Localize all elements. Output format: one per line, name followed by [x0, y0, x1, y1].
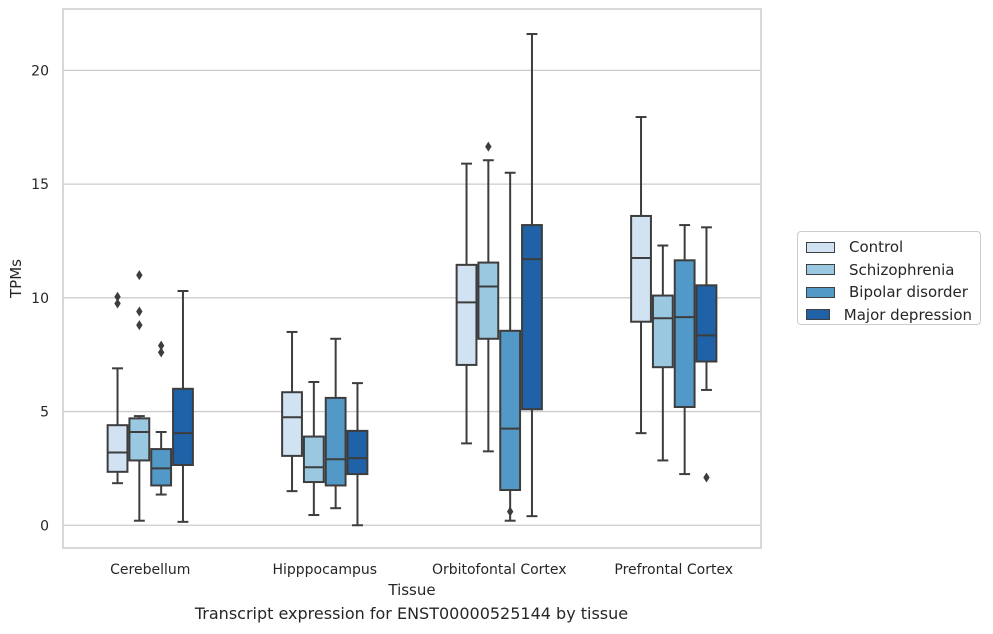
- outlier-point: [157, 347, 165, 358]
- x-tick-label: Prefrontal Cortex: [614, 562, 733, 578]
- box-iqr: [673, 259, 696, 408]
- legend: Control Schizophrenia Bipolar disorder Majo…: [797, 231, 981, 325]
- legend-item: Control: [806, 236, 972, 259]
- box-iqr: [651, 294, 674, 369]
- box-0-3: [172, 290, 194, 523]
- box-1-3: [346, 382, 369, 527]
- x-tick-label: Orbitofontal Cortex: [432, 562, 567, 578]
- y-tick-label: 15: [31, 177, 49, 193]
- plot-frame: [62, 8, 762, 549]
- outlier-point: [114, 298, 121, 309]
- box-0-2: [150, 340, 173, 496]
- legend-item: Major depression: [806, 304, 972, 327]
- box-3-3: [695, 226, 718, 483]
- box-2-0: [455, 162, 478, 445]
- outlier-point: [157, 340, 165, 351]
- box-3-2: [673, 224, 696, 476]
- box-2-3: [521, 33, 543, 518]
- legend-item: Bipolar disorder: [806, 281, 972, 304]
- legend-swatch: [806, 286, 835, 298]
- box-2-1: [477, 141, 500, 453]
- box-iqr: [172, 387, 194, 466]
- outlier-point: [136, 270, 143, 281]
- box-0-0: [106, 291, 129, 485]
- box-1-1: [302, 380, 325, 517]
- legend-label: Major depression: [843, 305, 972, 324]
- box-1-0: [281, 330, 303, 493]
- legend-swatch: [806, 241, 835, 253]
- x-tick-label: Hipppocampus: [272, 562, 377, 578]
- box-3-0: [630, 116, 652, 435]
- legend-swatch: [806, 309, 830, 321]
- outlier-point: [506, 506, 514, 517]
- box-1-2: [324, 337, 347, 510]
- legend-label: Control: [849, 238, 904, 257]
- box-iqr: [281, 391, 303, 457]
- y-tick-labels: 0 5 10 15 20: [31, 63, 49, 534]
- x-axis-title: Tissue: [387, 581, 435, 599]
- box-iqr: [106, 424, 129, 473]
- y-axis-title: TPMs: [7, 259, 25, 299]
- y-tick-label: 20: [31, 63, 49, 79]
- y-tick-label: 10: [31, 291, 49, 307]
- legend-label: Schizophrenia: [849, 260, 955, 279]
- y-tick-label: 5: [40, 405, 49, 421]
- box-iqr: [695, 284, 718, 363]
- x-tick-label: Cerebellum: [110, 562, 190, 578]
- box-iqr: [150, 448, 173, 487]
- legend-item: Schizophrenia: [806, 259, 972, 282]
- chart-caption: Transcript expression for ENST0000052514…: [194, 604, 629, 623]
- box-iqr: [128, 417, 151, 462]
- y-tick-label: 0: [40, 518, 49, 534]
- box-iqr: [302, 435, 325, 484]
- box-iqr: [477, 261, 500, 340]
- box-iqr: [630, 214, 652, 323]
- legend-label: Bipolar disorder: [849, 283, 968, 302]
- box-3-1: [651, 244, 674, 462]
- box-iqr: [346, 429, 369, 476]
- x-tick-labels: Cerebellum Hipppocampus Orbitofontal Corte…: [110, 562, 733, 578]
- boxes: [106, 33, 718, 527]
- box-0-1: [128, 270, 151, 522]
- outlier-point: [114, 291, 121, 302]
- box-iqr: [455, 263, 478, 366]
- outlier-point: [136, 320, 143, 331]
- outlier-point: [485, 141, 492, 152]
- box-iqr: [521, 224, 543, 411]
- box-iqr: [324, 396, 347, 487]
- box-iqr: [499, 329, 522, 492]
- outlier-point: [703, 472, 710, 483]
- outlier-point: [136, 306, 143, 317]
- legend-swatch: [806, 264, 835, 276]
- box-2-2: [499, 171, 522, 522]
